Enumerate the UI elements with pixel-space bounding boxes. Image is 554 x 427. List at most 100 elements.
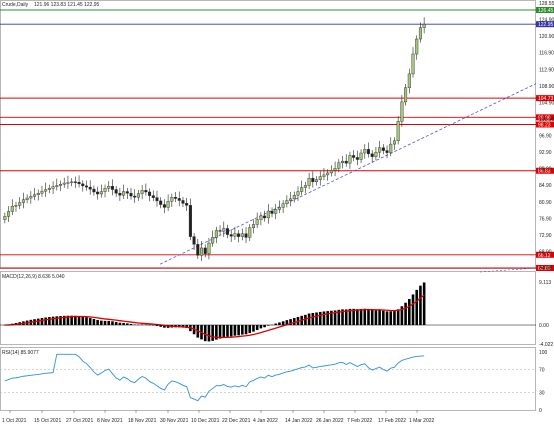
rsi-line (0, 353, 536, 402)
macd-bar (92, 319, 96, 326)
candle-body (51, 186, 55, 189)
trendline[interactable] (159, 83, 537, 265)
candle-body (274, 209, 278, 214)
candle-body (40, 190, 44, 194)
candle-body (10, 205, 14, 212)
candle-body (196, 244, 200, 256)
macd-bar (382, 310, 385, 326)
candle-body (62, 182, 66, 185)
candle-body (322, 174, 326, 177)
macd-tick-label: 0.00 (539, 323, 549, 329)
candle-body (3, 216, 7, 220)
macd-bar (374, 310, 378, 326)
macd-bar (252, 325, 255, 332)
candle-body (366, 149, 370, 155)
candle-body (222, 228, 226, 232)
candle-body (218, 230, 222, 232)
candle-body (303, 185, 307, 188)
candle-body (159, 200, 163, 205)
macd-bar (244, 325, 248, 335)
candle-body (133, 195, 137, 198)
candle-body (370, 153, 374, 157)
macd-bar (422, 282, 426, 326)
candle-body (225, 228, 229, 235)
level-label: 66.12 (538, 253, 551, 259)
macd-bar (352, 308, 355, 326)
macd-bar (411, 294, 415, 326)
candle-body (333, 168, 337, 171)
candle-body (122, 191, 126, 196)
level-label: 104.73 (538, 96, 554, 102)
level-tag (536, 121, 554, 128)
macd-bar (400, 306, 404, 326)
candle-body (318, 176, 322, 180)
time-axis[interactable]: 1 Oct 2021 15 Oct 2021 27 Oct 2021 8 Nov 20… (2, 410, 435, 424)
candle-body (263, 215, 267, 219)
macd-bar (144, 324, 148, 326)
macd-bar (241, 325, 244, 335)
macd-histogram (0, 267, 537, 342)
price-tick-label: 96.90 (539, 134, 552, 140)
candle-body (162, 204, 166, 208)
candle-body (326, 172, 330, 176)
macd-label: MACD(12,26,9) 8.636 5.040 (2, 274, 65, 280)
candle-body (255, 219, 259, 225)
macd-bar (367, 309, 370, 326)
candle-body (181, 200, 185, 204)
level-tag (536, 114, 554, 121)
level-label: 126.45 (538, 8, 554, 14)
price-tick-label: 84.90 (539, 183, 552, 189)
trend-line (159, 83, 537, 265)
candle-body (422, 24, 426, 28)
level-tag (536, 251, 554, 258)
time-tick-label: 26 Jan 2022 (316, 418, 344, 424)
candle-body (148, 191, 152, 196)
time-tick-label: 18 Nov 2021 (128, 418, 157, 424)
macd-bar (389, 311, 393, 326)
candle-body (81, 183, 85, 187)
candle-body (359, 152, 363, 160)
level-tag (536, 21, 554, 28)
candle-body (25, 197, 29, 200)
macd-bar (415, 289, 419, 326)
candle-body (174, 197, 178, 199)
candle-body (21, 199, 25, 203)
macd-bar (285, 320, 289, 326)
macd-bar (307, 313, 311, 326)
macd-bar (333, 310, 337, 326)
macd-bar (385, 311, 389, 326)
candle-body (277, 207, 281, 210)
candle-body (170, 197, 174, 202)
time-tick-label: 27 Oct 2021 (66, 418, 93, 424)
macd-bar (255, 325, 259, 331)
trend-extension (479, 267, 537, 273)
price-tick-label: 112.90 (539, 67, 554, 73)
macd-bar (55, 316, 59, 326)
macd-bar (114, 321, 118, 326)
candle-body (233, 233, 237, 237)
macd-bar (81, 316, 85, 326)
macd-bar (62, 315, 66, 326)
candle-body (355, 157, 359, 160)
candle-body (110, 186, 114, 190)
candle-body (136, 193, 140, 198)
price-tick-label: 64.90 (539, 266, 552, 272)
price-tick-label: 72.90 (539, 233, 552, 239)
candle-body (296, 191, 300, 196)
macd-bar (159, 325, 162, 327)
time-tick-label: 4 Jan 2022 (253, 418, 278, 424)
macd-bar (274, 323, 278, 326)
macd-bar (363, 308, 367, 326)
level-tag (536, 265, 554, 271)
candle-body (92, 188, 96, 193)
candle-body (207, 242, 211, 254)
candle-body (192, 236, 196, 245)
level-label: 98.23 (538, 122, 551, 128)
price-axis[interactable]: 128.55 124.90 120.90 116.90 112.90 108.90 104.… (539, 1, 554, 272)
candle-body (307, 177, 311, 186)
macd-bar (59, 316, 62, 326)
candle-body (211, 237, 215, 244)
candle-body (36, 192, 40, 196)
